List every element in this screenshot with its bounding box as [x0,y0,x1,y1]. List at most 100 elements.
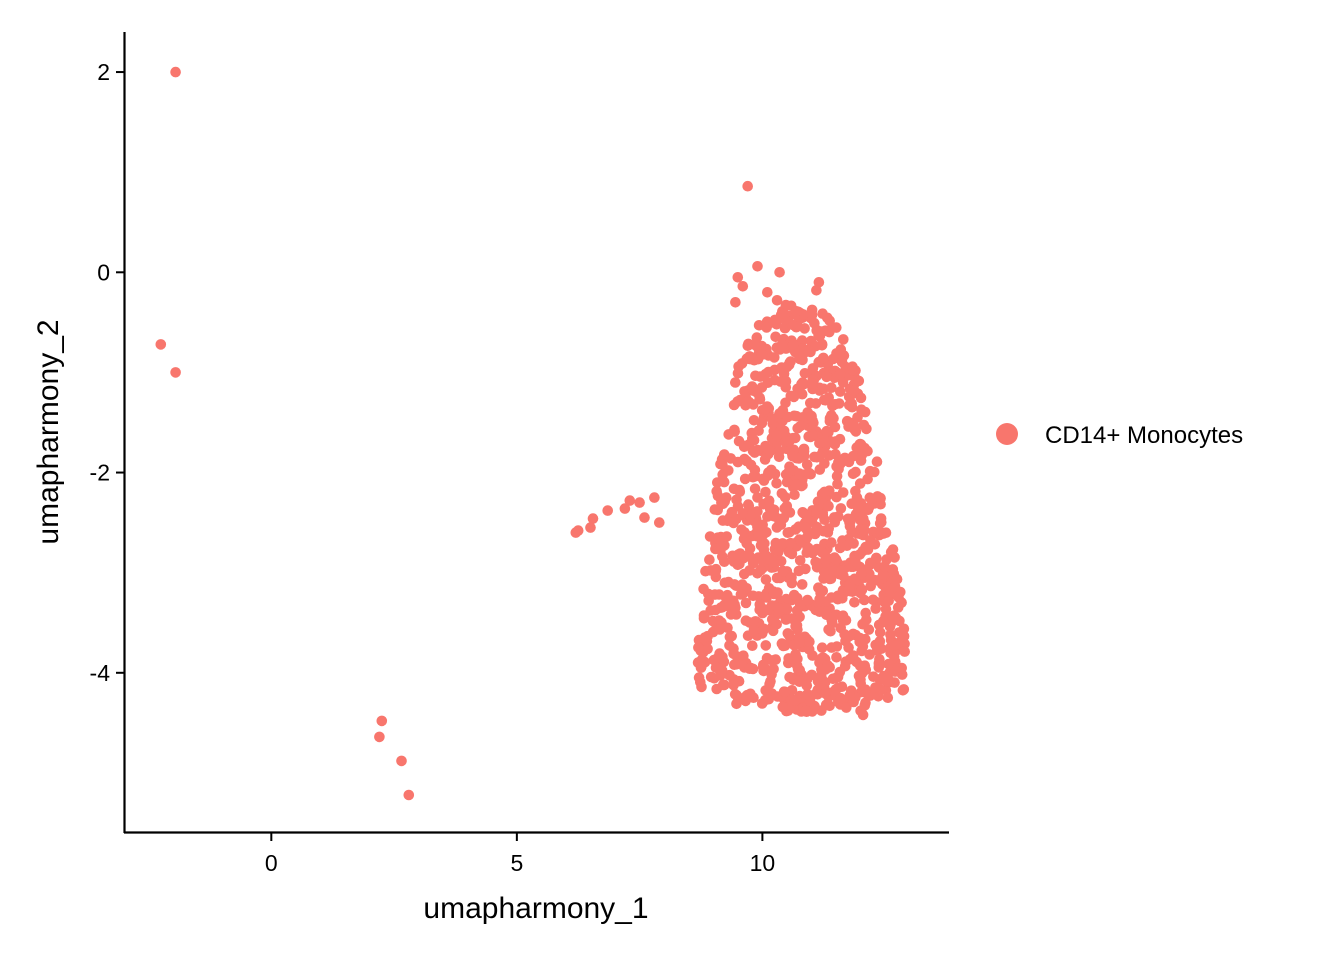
data-point [814,438,825,449]
data-point [836,356,848,368]
data-point [816,642,828,653]
data-point [830,448,841,460]
data-point [787,450,798,462]
data-point [818,394,830,406]
data-point [820,554,831,566]
x-tick-label: 0 [265,850,278,876]
y-axis-title: umapharmony_2 [32,319,65,544]
data-point [828,412,839,424]
data-point [654,517,665,528]
data-point [779,491,791,503]
data-point [810,556,821,568]
data-point [769,314,781,326]
data-point [786,577,798,589]
data-point [775,556,787,567]
data-point [803,431,814,442]
data-point [844,690,856,701]
data-point [744,663,755,674]
data-point [698,613,710,624]
data-point [715,458,726,470]
data-point [783,546,795,558]
data-point [740,615,752,626]
data-point [767,614,778,625]
data-point [812,325,824,337]
data-point [818,652,829,664]
data-point [733,435,745,447]
data-point [819,514,830,525]
data-point [785,537,796,549]
data-point [866,493,878,505]
data-point [869,539,881,550]
data-point [870,682,881,693]
data-point [818,565,830,577]
data-point [790,479,802,490]
data-point [749,447,760,458]
data-point [865,580,876,592]
data-point [822,660,834,671]
data-point [811,285,822,296]
data-point [856,449,868,461]
data-point [806,669,818,681]
data-point [771,429,783,441]
data-points [155,66,910,801]
data-point [855,439,867,451]
data-point [752,261,763,272]
data-point [885,629,896,640]
data-point [859,524,870,536]
data-point [824,700,835,712]
data-point [804,696,816,707]
data-point [741,538,752,549]
data-point [787,339,799,351]
data-point [798,445,810,457]
data-point [716,665,728,676]
data-point [795,420,806,432]
data-point [794,676,805,687]
data-point [747,640,758,651]
data-point [760,486,771,498]
data-point [781,361,793,373]
data-point [815,670,827,682]
data-point [773,451,785,463]
data-point [831,461,842,472]
data-point [832,478,843,490]
data-point [885,546,897,558]
data-point [743,499,754,510]
data-point [792,653,803,665]
data-point [871,456,883,468]
data-point [722,622,733,634]
data-point [822,527,834,538]
data-point [782,527,794,538]
data-point [737,508,748,519]
data-point [794,555,806,566]
data-point [837,610,849,621]
data-point [768,588,780,600]
data-point [710,563,722,575]
data-point [839,629,850,640]
data-point [817,585,829,597]
data-point [724,597,735,608]
data-point [800,705,812,717]
data-point [760,640,772,651]
x-tick-label: 5 [510,850,523,876]
data-point [768,663,779,675]
data-point [870,603,881,614]
data-point [892,602,904,613]
data-point [696,681,707,693]
data-point [780,614,792,625]
data-point [857,709,869,721]
data-point [752,492,763,503]
data-point [826,382,837,394]
data-point [728,483,740,495]
data-point [587,513,599,524]
data-point [724,631,736,643]
data-point [874,636,886,647]
data-point [848,385,860,396]
data-point [796,388,808,400]
data-point [728,643,739,654]
data-point [721,531,732,542]
data-point [779,308,790,320]
legend-key-cd14-monocytes [996,423,1018,445]
data-point [771,572,783,584]
data-point [882,676,894,687]
data-point [771,295,783,306]
